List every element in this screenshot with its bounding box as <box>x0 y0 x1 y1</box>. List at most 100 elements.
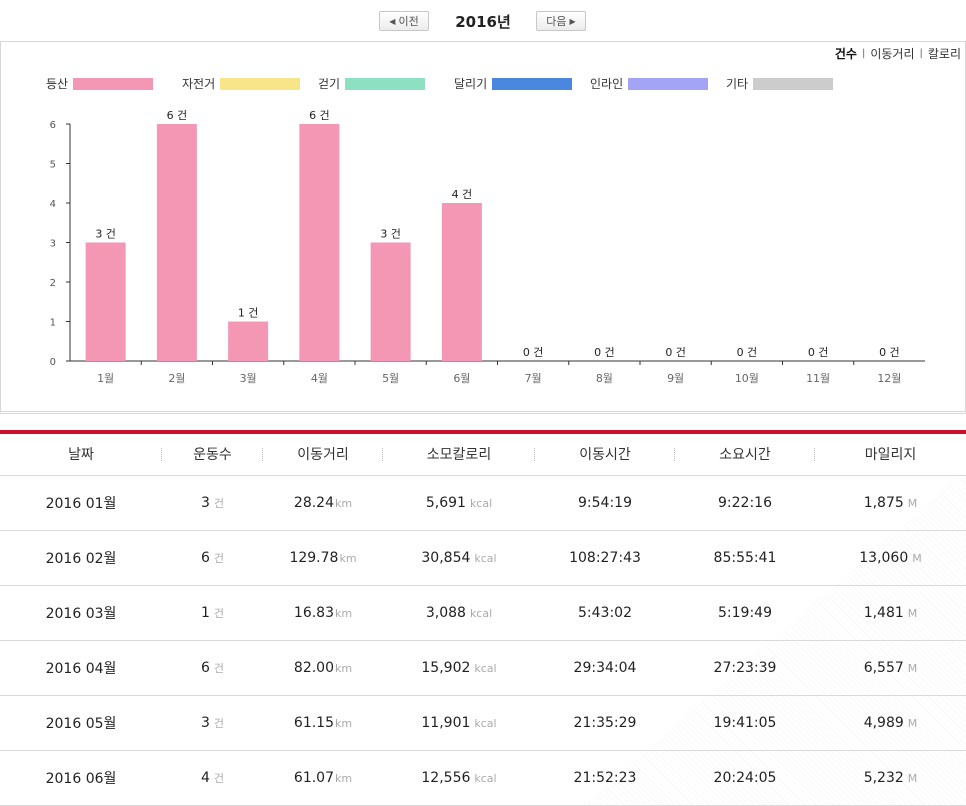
next-year-button[interactable]: 다음 ▶ <box>536 11 586 31</box>
cell-distance-value: 16.83 <box>293 604 334 621</box>
cell-total-time-value: 19:41:05 <box>713 714 777 731</box>
y-tick-label: 0 <box>50 357 56 368</box>
bar-data-label: 0 건 <box>523 346 544 359</box>
table-row: 2016 05월 3 건 61.15km 11,901 kcal 21:35:29 19:41… <box>0 695 966 751</box>
cell-date: 2016 03월 <box>0 585 162 641</box>
header-date: 날짜 <box>0 434 162 476</box>
cell-mileage-unit: M <box>907 606 918 620</box>
chart-legend: 등산 자전거 걷기 달리기 인라인 기타 <box>46 75 862 92</box>
cell-mileage-unit: M <box>907 771 918 785</box>
cell-move-time: 5:43:02 <box>535 585 675 641</box>
cell-mileage-unit: M <box>907 496 918 510</box>
cell-distance-unit: km <box>335 661 353 675</box>
cell-date: 2016 01월 <box>0 475 162 531</box>
cell-move-time: 108:27:43 <box>535 530 675 586</box>
cell-count-value: 1 <box>200 604 210 621</box>
triangle-left-icon: ◀ <box>389 16 396 26</box>
cell-calorie-value: 3,088 <box>425 604 466 621</box>
bar-data-label: 0 건 <box>737 346 758 359</box>
cell-distance: 16.83km <box>263 585 383 641</box>
legend-item-running: 달리기 <box>454 75 590 92</box>
cell-total-time: 27:23:39 <box>675 640 815 696</box>
cell-mileage-value: 4,989 <box>863 714 904 731</box>
cell-calorie-unit: kcal <box>474 661 497 675</box>
cell-total-time-value: 20:24:05 <box>713 769 777 786</box>
cell-move-time-value: 9:54:19 <box>578 494 632 511</box>
cell-move-time: 9:54:19 <box>535 475 675 531</box>
cell-distance-value: 129.78 <box>289 549 339 566</box>
header-move-time: 이동시간 <box>535 434 675 476</box>
bar-1 <box>85 242 126 361</box>
cell-mileage: 5,232 M <box>815 750 966 806</box>
legend-swatch <box>628 77 709 90</box>
cell-date: 2016 05월 <box>0 695 162 751</box>
cell-count-value: 6 <box>200 659 210 676</box>
bar-data-label: 6 건 <box>167 109 188 122</box>
cell-calorie: 5,691 kcal <box>383 475 535 531</box>
legend-item-hiking: 등산 <box>46 75 182 92</box>
legend-item-bicycle: 자전거 <box>182 75 318 92</box>
x-tick-label: 11월 <box>806 372 830 385</box>
cell-date-value: 2016 06월 <box>45 770 117 787</box>
cell-count-value: 4 <box>200 769 210 786</box>
cell-count-unit: 건 <box>213 661 225 675</box>
year-navigation: ◀ 이전 2016년 다음 ▶ <box>0 0 966 42</box>
cell-distance: 82.00km <box>263 640 383 696</box>
bar-data-label: 0 건 <box>808 346 829 359</box>
cell-mileage-unit: M <box>907 661 918 675</box>
bar-2 <box>156 124 197 361</box>
header-mileage: 마일리지 <box>815 434 966 476</box>
x-tick-label: 5월 <box>382 372 399 385</box>
table-row: 2016 03월 1 건 16.83km 3,088 kcal 5:43:02 5:19:49… <box>0 585 966 641</box>
bar-chart: 0 1 2 3 4 5 6 3 건 1월 6 건 2월 1 건 3월 6 건 4월 3 건 5월 4 건 6월 0 건… <box>50 109 925 385</box>
cell-mileage: 1,875 M <box>815 475 966 531</box>
cell-distance-unit: km <box>335 716 353 730</box>
table-header-row: 날짜 운동수 이동거리 소모칼로리 이동시간 소요시간 마일리지 <box>0 434 966 476</box>
x-tick-label: 8월 <box>596 372 613 385</box>
cell-calorie-value: 5,691 <box>425 494 466 511</box>
metric-option-count[interactable]: 건수 <box>834 47 857 61</box>
x-tick-label: 2월 <box>168 372 185 385</box>
bar-data-label: 6 건 <box>309 109 330 122</box>
legend-label: 기타 <box>726 77 749 91</box>
cell-calorie: 15,902 kcal <box>383 640 535 696</box>
cell-date: 2016 02월 <box>0 530 162 586</box>
cell-distance-unit: km <box>339 551 357 565</box>
x-tick-label: 12월 <box>877 372 901 385</box>
cell-mileage-value: 13,060 <box>859 549 909 566</box>
cell-calorie-unit: kcal <box>474 716 497 730</box>
bar-data-label: 0 건 <box>594 346 615 359</box>
cell-move-time-value: 21:35:29 <box>573 714 637 731</box>
metric-option-distance[interactable]: 이동거리 <box>870 47 915 61</box>
chart-panel: 건수 | 이동거리 | 칼로리 등산 자전거 걷기 달리기 인라인 기타 <box>0 41 966 414</box>
cell-date-value: 2016 04월 <box>45 660 117 677</box>
cell-count-value: 3 <box>200 714 210 731</box>
cell-distance-value: 82.00 <box>293 659 334 676</box>
cell-date-value: 2016 01월 <box>45 495 117 512</box>
cell-calorie-unit: kcal <box>469 496 493 510</box>
cell-total-time: 19:41:05 <box>675 695 815 751</box>
prev-year-button[interactable]: ◀ 이전 <box>379 11 429 31</box>
cell-calorie-value: 15,902 <box>421 659 471 676</box>
cell-total-time: 85:55:41 <box>675 530 815 586</box>
metric-option-calorie[interactable]: 칼로리 <box>927 47 961 61</box>
bar-data-label: 3 건 <box>95 228 116 241</box>
cell-move-time-value: 29:34:04 <box>573 659 637 676</box>
cell-date-value: 2016 03월 <box>45 605 117 622</box>
cell-date-value: 2016 05월 <box>45 715 117 732</box>
y-tick-label: 3 <box>50 239 56 250</box>
legend-label: 인라인 <box>590 77 624 91</box>
cell-calorie-value: 11,901 <box>421 714 471 731</box>
cell-move-time-value: 108:27:43 <box>569 549 641 566</box>
cell-count-value: 3 <box>200 494 210 511</box>
cell-mileage-value: 6,557 <box>863 659 904 676</box>
legend-label: 달리기 <box>454 77 488 91</box>
cell-mileage: 1,481 M <box>815 585 966 641</box>
table-row: 2016 02월 6 건 129.78km 30,854 kcal 108:27:43 85:… <box>0 530 966 586</box>
y-tick-label: 5 <box>50 160 56 171</box>
triangle-right-icon: ▶ <box>569 16 576 26</box>
year-title: 2016년 <box>455 13 511 31</box>
y-tick-label: 6 <box>50 120 56 131</box>
